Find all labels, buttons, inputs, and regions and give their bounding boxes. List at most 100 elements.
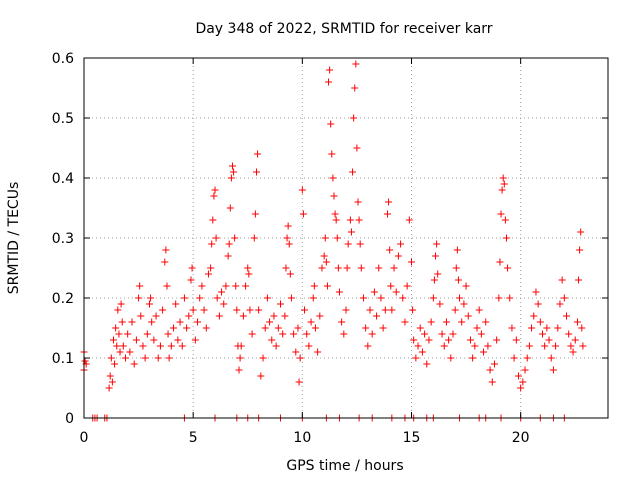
data-point [225,240,233,248]
data-point [387,282,395,290]
data-point [397,240,405,248]
data-point [514,372,522,380]
data-point [119,342,127,350]
data-point [338,318,346,326]
data-point [390,264,398,272]
data-point [198,282,206,290]
data-point [294,324,302,332]
data-point [250,234,258,242]
data-point [408,258,415,266]
data-point [445,336,453,344]
data-point [416,324,424,332]
data-point [252,168,260,176]
data-point [172,300,180,308]
data-point [385,198,393,206]
data-point [364,342,372,350]
data-point [323,282,331,290]
data-point [334,264,342,272]
data-point [333,234,341,242]
data-point [156,342,164,350]
data-point [277,300,284,308]
data-point [286,270,294,278]
data-point [490,360,498,368]
data-point [579,342,587,350]
data-point [194,318,202,326]
x-tick-label: 20 [512,430,530,446]
data-point [392,288,400,296]
data-point [148,318,156,326]
data-point [433,240,441,248]
data-point [111,360,119,368]
data-point [135,294,143,302]
data-point [329,174,337,182]
data-point [577,228,585,236]
data-point [116,348,124,356]
data-point [314,348,322,356]
data-point [504,264,512,272]
data-point [560,294,568,302]
data-point [141,354,149,362]
data-point [354,198,362,206]
data-point [187,276,195,284]
data-point [261,324,269,332]
data-point [311,324,319,332]
data-point [508,324,516,332]
data-point [281,312,289,320]
data-point [161,258,169,266]
data-point [331,210,339,218]
data-point [488,378,496,386]
data-point [227,174,235,182]
data-point [496,258,504,266]
data-point [230,168,238,176]
data-point [427,318,435,326]
data-point [332,216,340,224]
data-point [517,384,525,392]
tick-labels: 0 0.1 0.2 0.3 0.4 0.5 0.6 0 5 10 15 20 [52,51,530,446]
chart-title: Day 348 of 2022, SRMTID for receiver kar… [195,21,492,37]
data-point [452,264,460,272]
data-point [274,324,282,332]
data-point [430,276,438,284]
y-axis-label: SRMTID / TECUs [6,182,22,295]
data-point [176,318,184,326]
data-point [218,288,226,296]
data-point [357,264,365,272]
data-point [212,234,220,242]
data-point [412,354,420,362]
data-point [495,294,503,302]
data-point [305,342,313,350]
data-point [547,354,555,362]
data-point [480,348,488,356]
data-point [152,312,160,320]
data-point [121,354,129,362]
data-point [368,330,376,338]
data-point [534,300,542,308]
axis-ticks [83,57,608,419]
data-point [528,324,536,332]
data-point [409,306,417,314]
data-point [159,306,167,314]
data-point [464,312,472,320]
data-points [80,60,587,422]
data-point [298,186,306,194]
data-point [222,282,230,290]
data-point [270,312,278,320]
data-point [410,336,418,344]
y-tick-label: 0 [65,411,74,427]
data-point [239,312,247,320]
data-point [565,330,573,338]
data-point [366,306,374,314]
data-point [208,240,216,248]
data-point [226,204,234,212]
data-point [436,300,444,308]
data-point [112,324,120,332]
data-point [530,312,538,320]
data-point [451,306,459,314]
data-point [200,306,208,314]
data-point [211,186,219,194]
data-point [248,330,256,338]
data-point [244,264,252,272]
data-point [552,342,560,350]
data-point [466,336,474,344]
data-point [573,318,581,326]
